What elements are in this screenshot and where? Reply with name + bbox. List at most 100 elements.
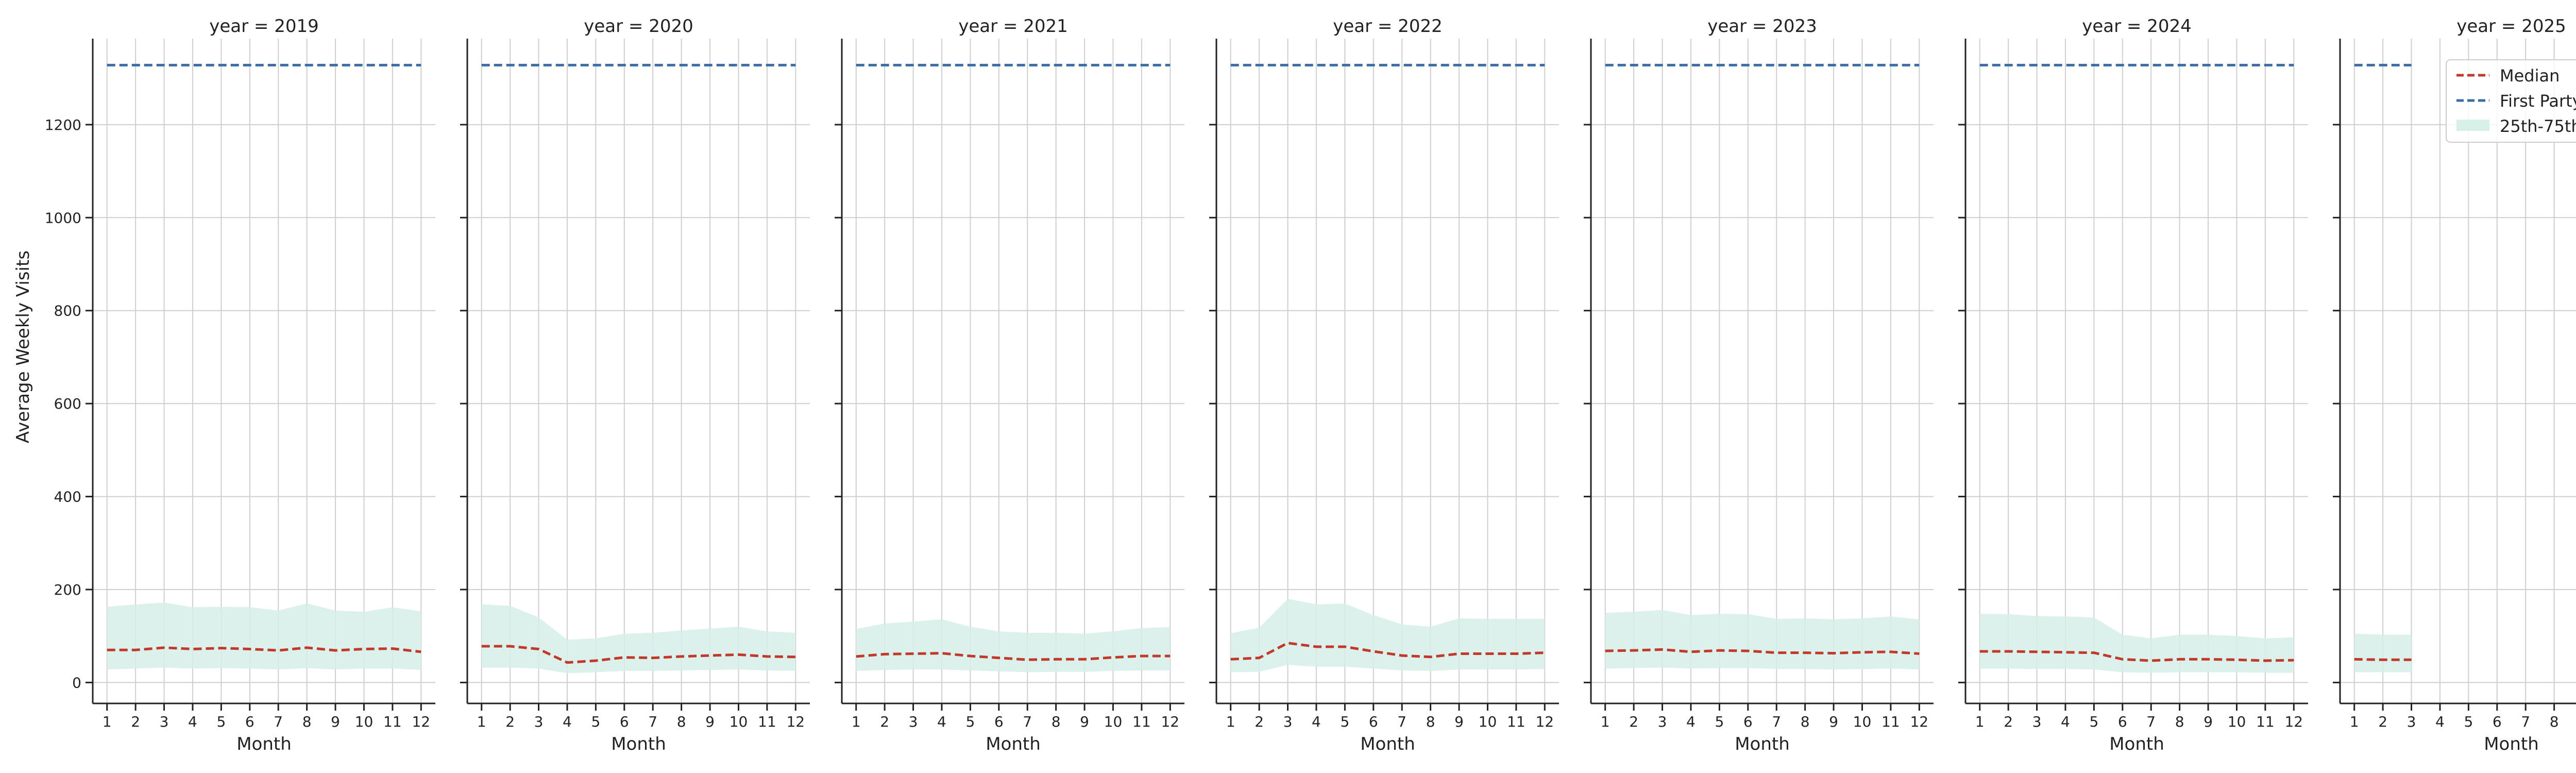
x-tick-label-8: 8 (1801, 713, 1810, 730)
x-tick-label-6: 6 (1369, 713, 1378, 730)
percentile-band-2021 (856, 619, 1171, 673)
x-tick-label-1: 1 (1975, 713, 1985, 730)
x-tick-label-1: 1 (852, 713, 861, 730)
legend-median-label: Median (2500, 66, 2560, 86)
x-tick-label-4: 4 (937, 713, 946, 730)
legend-percentile-label: 25th-75th Percentile (2500, 116, 2576, 136)
x-tick-label-6: 6 (620, 713, 629, 730)
x-tick-label-9: 9 (331, 713, 340, 730)
x-tick-label-2: 2 (1629, 713, 1638, 730)
x-axis-label-2022: Month (1360, 734, 1415, 754)
x-axis-label-2019: Month (236, 734, 292, 754)
x-tick-label-7: 7 (2146, 713, 2156, 730)
facet-title-2024: year = 2024 (2082, 16, 2191, 37)
legend-percentile-swatch (2456, 120, 2489, 131)
x-tick-label-12: 12 (2284, 713, 2303, 730)
median-line-2019 (107, 646, 421, 653)
x-tick-label-5: 5 (1340, 713, 1349, 730)
y-tick-label-200: 200 (54, 581, 81, 598)
x-tick-label-12: 12 (786, 713, 805, 730)
x-tick-label-9: 9 (705, 713, 715, 730)
x-tick-label-4: 4 (1312, 713, 1321, 730)
x-tick-label-8: 8 (677, 713, 686, 730)
x-tick-label-7: 7 (2521, 713, 2530, 730)
x-tick-label-4: 4 (188, 713, 197, 730)
x-tick-label-2: 2 (131, 713, 140, 730)
x-tick-label-7: 7 (274, 713, 283, 730)
facet-title-2020: year = 2020 (584, 16, 693, 37)
x-tick-label-5: 5 (591, 713, 600, 730)
x-tick-label-11: 11 (2256, 713, 2275, 730)
legend: Median First Party Median 25th-75th Perc… (2446, 59, 2576, 143)
x-tick-label-9: 9 (1080, 713, 1089, 730)
x-tick-label-3: 3 (1283, 713, 1293, 730)
x-tick-label-3: 3 (909, 713, 918, 730)
x-tick-label-1: 1 (2350, 713, 2359, 730)
x-tick-label-10: 10 (1853, 713, 1872, 730)
x-tick-label-7: 7 (648, 713, 657, 730)
y-tick-label-1000: 1000 (45, 209, 81, 226)
x-tick-label-1: 1 (477, 713, 486, 730)
x-tick-label-12: 12 (1161, 713, 1179, 730)
x-tick-label-9: 9 (1829, 713, 1838, 730)
y-tick-label-400: 400 (54, 489, 81, 506)
x-axis-label-2021: Month (986, 734, 1041, 754)
x-tick-label-3: 3 (160, 713, 169, 730)
x-tick-label-1: 1 (103, 713, 112, 730)
x-tick-label-4: 4 (2435, 713, 2445, 730)
x-axis-label-2023: Month (1735, 734, 1790, 754)
x-tick-label-4: 4 (563, 713, 572, 730)
x-axis-label-2024: Month (2109, 734, 2164, 754)
median-line-2024 (1979, 650, 2294, 662)
x-tick-label-6: 6 (994, 713, 1004, 730)
percentile-band-2019 (107, 602, 421, 670)
x-tick-label-5: 5 (2464, 713, 2473, 730)
x-tick-label-2: 2 (2004, 713, 2013, 730)
x-tick-label-10: 10 (2228, 713, 2246, 730)
x-tick-label-5: 5 (216, 713, 226, 730)
x-tick-label-8: 8 (1052, 713, 1061, 730)
y-tick-label-0: 0 (72, 674, 81, 691)
x-tick-label-12: 12 (1910, 713, 1928, 730)
x-tick-label-6: 6 (2493, 713, 2502, 730)
x-tick-label-11: 11 (383, 713, 402, 730)
x-tick-label-7: 7 (1772, 713, 1781, 730)
facet-title-2022: year = 2022 (1333, 16, 1442, 37)
x-axis-label-2025: Month (2484, 734, 2539, 754)
x-tick-label-3: 3 (2407, 713, 2416, 730)
x-tick-label-11: 11 (1507, 713, 1526, 730)
x-tick-label-10: 10 (1104, 713, 1123, 730)
legend-first-party-label: First Party Median (2500, 91, 2576, 111)
x-tick-label-4: 4 (1686, 713, 1696, 730)
x-tick-label-12: 12 (1535, 713, 1554, 730)
facet-title-2021: year = 2021 (958, 16, 1067, 37)
x-tick-label-9: 9 (2204, 713, 2213, 730)
x-tick-label-3: 3 (534, 713, 544, 730)
x-axis-label-2020: Month (611, 734, 666, 754)
x-tick-label-7: 7 (1023, 713, 1032, 730)
x-tick-label-7: 7 (1397, 713, 1406, 730)
x-tick-label-5: 5 (965, 713, 975, 730)
percentile-band-2020 (481, 604, 796, 674)
median-line-2021 (856, 652, 1171, 661)
x-tick-label-5: 5 (2089, 713, 2098, 730)
median-line-2022 (1230, 642, 1545, 661)
x-tick-label-4: 4 (2061, 713, 2070, 730)
x-tick-label-2: 2 (505, 713, 515, 730)
x-tick-label-3: 3 (1658, 713, 1667, 730)
x-tick-label-8: 8 (2550, 713, 2559, 730)
x-tick-label-8: 8 (1426, 713, 1435, 730)
x-tick-label-10: 10 (730, 713, 748, 730)
facet-title-2023: year = 2023 (1707, 16, 1817, 37)
median-line-2023 (1605, 648, 1920, 655)
x-tick-label-3: 3 (2032, 713, 2042, 730)
percentile-band-2022 (1230, 599, 1545, 673)
x-tick-label-2: 2 (1255, 713, 1264, 730)
x-tick-label-11: 11 (1132, 713, 1151, 730)
